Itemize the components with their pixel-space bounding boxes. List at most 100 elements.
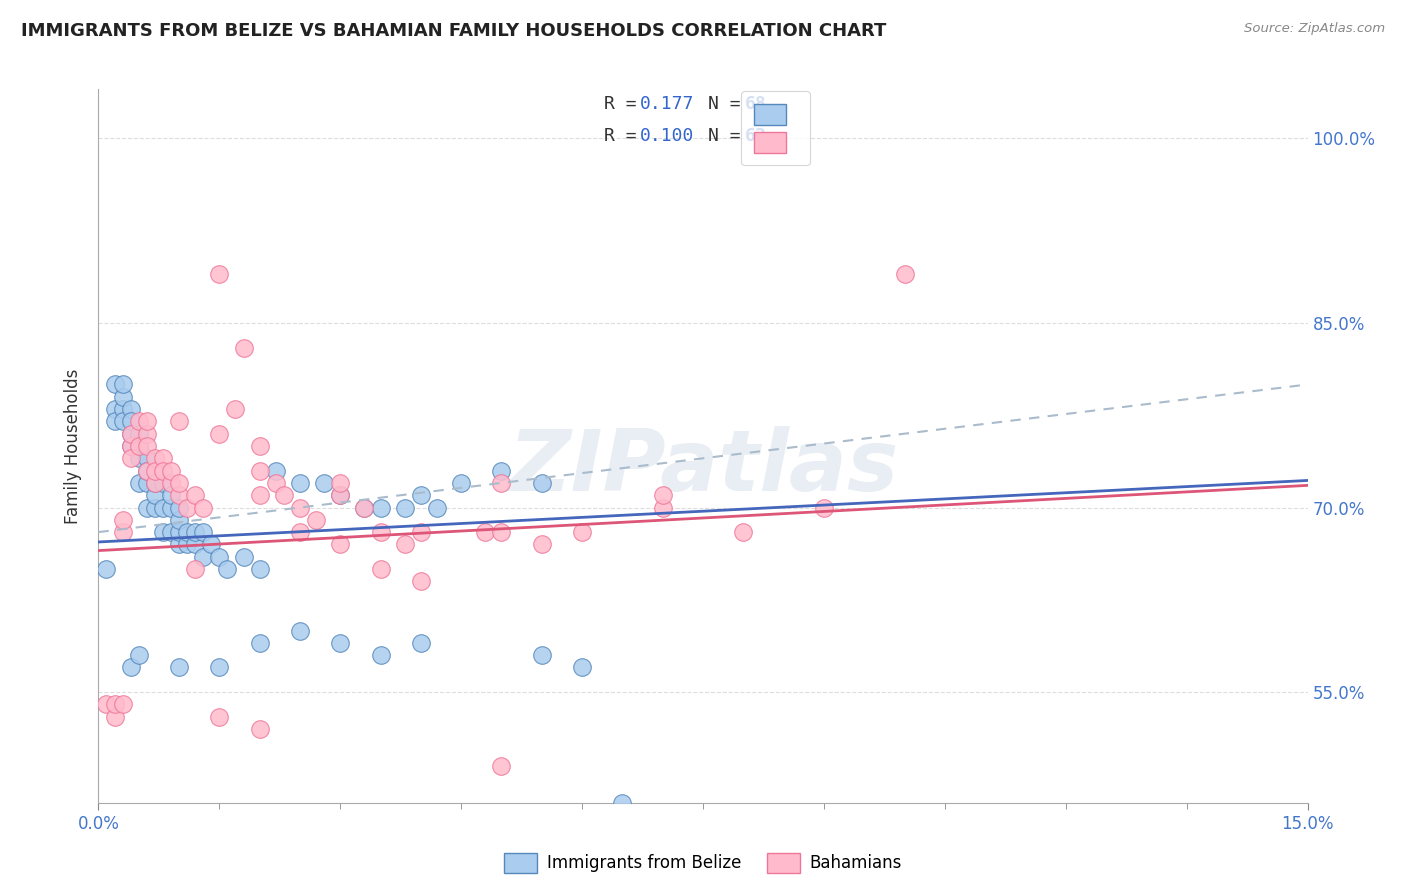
Point (96, 698, 118, 712)
Point (160, 475, 183, 490)
Point (208, 709, 231, 723)
Point (128, 426, 150, 441)
Text: ZIPatlas: ZIPatlas (508, 425, 898, 509)
Point (264, 475, 287, 490)
Point (111, 513, 134, 527)
Point (135, 451, 157, 466)
Point (103, 698, 125, 712)
Point (167, 500, 190, 515)
Legend: , : , (741, 91, 810, 165)
Point (96, 562, 118, 576)
Point (329, 475, 352, 490)
Text: 68: 68 (745, 95, 768, 113)
Point (491, 475, 513, 490)
Point (370, 500, 392, 515)
Point (135, 475, 157, 490)
Text: N =: N = (707, 95, 751, 113)
Point (249, 562, 271, 576)
Point (264, 464, 287, 478)
Point (249, 464, 271, 478)
Point (176, 537, 198, 551)
Point (120, 439, 142, 453)
Point (135, 414, 157, 428)
Text: N =: N = (707, 127, 751, 145)
Point (103, 709, 125, 723)
Point (530, 537, 553, 551)
Point (152, 525, 174, 540)
Point (184, 525, 207, 540)
Point (135, 464, 157, 478)
Point (120, 426, 142, 441)
Point (160, 464, 183, 478)
Point (329, 488, 352, 502)
Point (128, 451, 150, 466)
Point (184, 488, 207, 502)
Point (152, 475, 174, 490)
Point (571, 660, 593, 674)
Point (103, 414, 125, 428)
Point (208, 549, 231, 564)
Point (184, 562, 207, 576)
Point (288, 500, 311, 515)
Point (111, 402, 134, 417)
Point (193, 525, 215, 540)
Point (120, 660, 142, 674)
Point (491, 464, 513, 478)
Point (491, 759, 513, 773)
Point (217, 562, 239, 576)
Point (160, 488, 183, 502)
Text: R =: R = (603, 127, 647, 145)
Point (143, 464, 166, 478)
Point (143, 475, 166, 490)
Point (193, 549, 215, 564)
Point (176, 500, 198, 515)
Point (224, 402, 246, 417)
Text: IMMIGRANTS FROM BELIZE VS BAHAMIAN FAMILY HOUSEHOLDS CORRELATION CHART: IMMIGRANTS FROM BELIZE VS BAHAMIAN FAMIL… (21, 22, 886, 40)
Point (249, 722, 271, 736)
Point (409, 525, 432, 540)
Point (232, 549, 254, 564)
Point (111, 698, 134, 712)
Legend: Immigrants from Belize, Bahamians: Immigrants from Belize, Bahamians (498, 847, 908, 880)
Point (571, 525, 593, 540)
Point (394, 500, 416, 515)
Point (128, 439, 150, 453)
Point (103, 377, 125, 392)
Point (152, 464, 174, 478)
Point (167, 414, 190, 428)
Point (530, 475, 553, 490)
Point (135, 500, 157, 515)
Point (103, 402, 125, 417)
Point (143, 488, 166, 502)
Point (167, 513, 190, 527)
Point (370, 562, 392, 576)
Point (152, 451, 174, 466)
Point (128, 439, 150, 453)
Point (353, 500, 375, 515)
Point (612, 796, 634, 810)
Point (160, 525, 183, 540)
Point (305, 513, 328, 527)
Point (450, 475, 472, 490)
Point (353, 500, 375, 515)
Point (426, 500, 449, 515)
Point (111, 377, 134, 392)
Point (111, 414, 134, 428)
Point (193, 500, 215, 515)
Point (249, 488, 271, 502)
Point (160, 500, 183, 515)
Point (288, 475, 311, 490)
Point (208, 267, 231, 281)
Point (394, 537, 416, 551)
Point (152, 500, 174, 515)
Point (651, 488, 673, 502)
Point (370, 525, 392, 540)
Point (474, 525, 496, 540)
Text: 63: 63 (745, 127, 768, 145)
Point (111, 390, 134, 404)
Point (143, 451, 166, 466)
Point (200, 537, 222, 551)
Point (329, 636, 352, 650)
Point (120, 451, 142, 466)
Point (120, 414, 142, 428)
